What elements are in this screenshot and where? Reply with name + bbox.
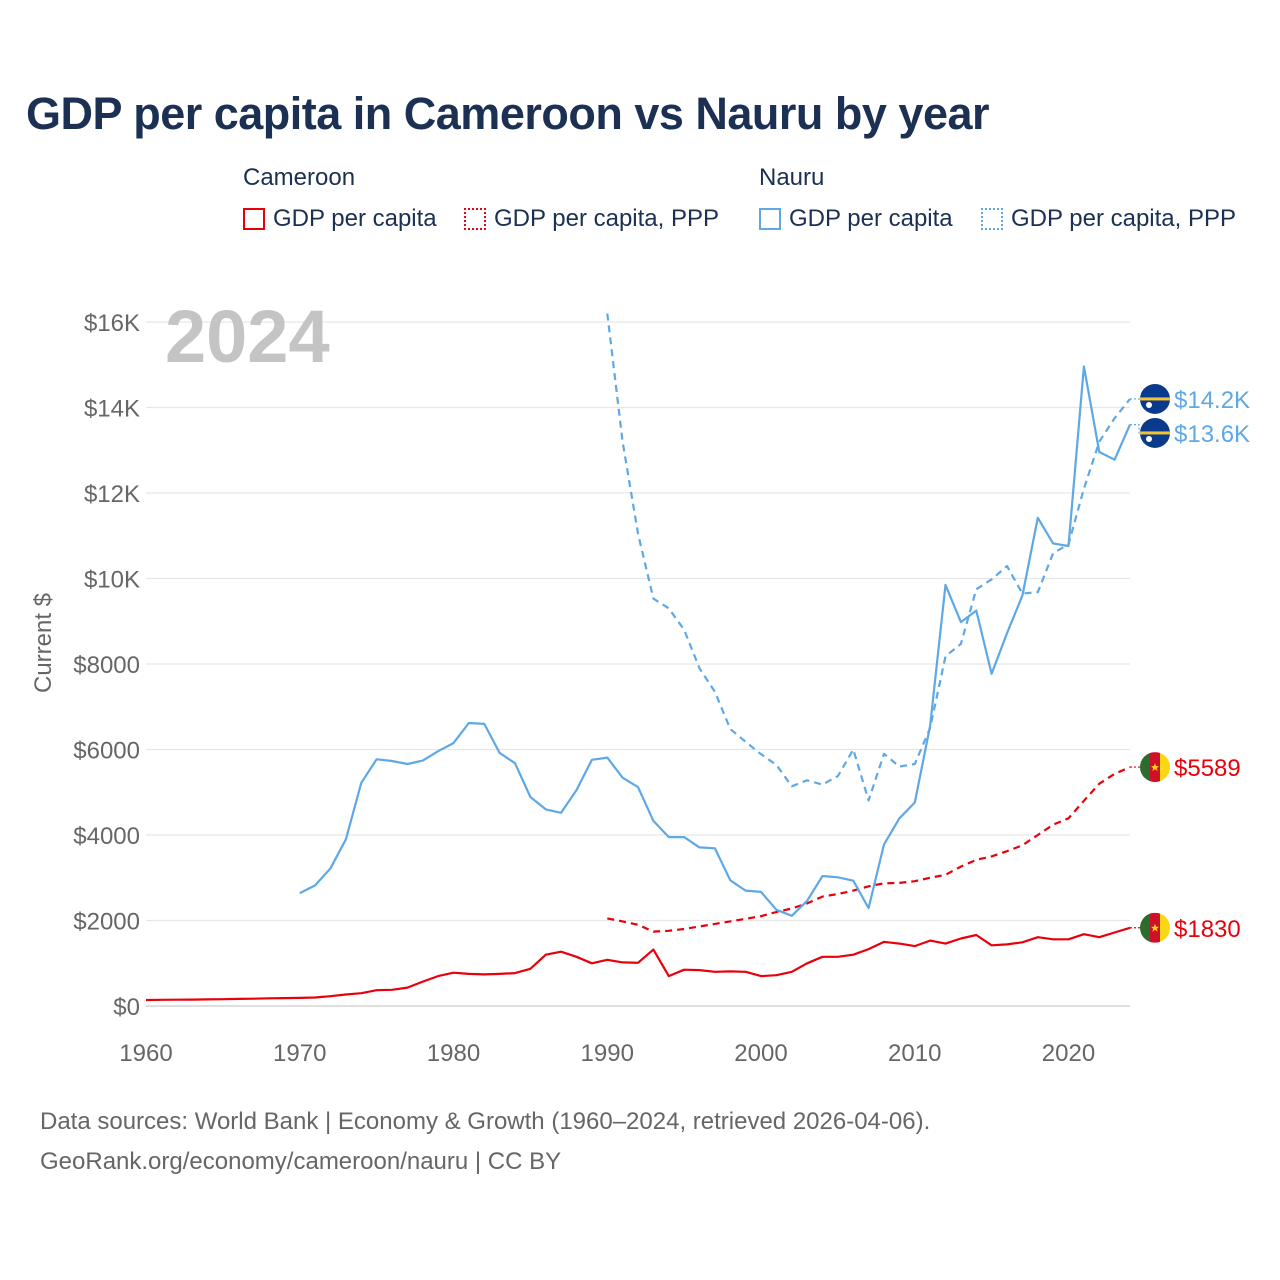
- y-tick-label: $0: [113, 994, 140, 1021]
- footer-credit[interactable]: GeoRank.org/economy/cameroon/nauru | CC …: [40, 1148, 562, 1175]
- y-tick-label: $8000: [73, 652, 140, 679]
- footer-sources: Data sources: World Bank | Economy & Gro…: [40, 1108, 931, 1135]
- y-tick-label: $12K: [84, 481, 140, 508]
- x-tick-label: 1990: [581, 1040, 634, 1067]
- cameroon-flag-icon: [1140, 752, 1170, 783]
- y-axis-label: Current $: [30, 593, 57, 693]
- legend-item-nauru-gdp[interactable]: GDP per capita: [759, 205, 953, 233]
- legend-group-cameroon: Cameroon: [243, 164, 356, 191]
- leader-line: [1130, 424, 1141, 434]
- x-tick-label: 1970: [273, 1040, 326, 1067]
- x-tick-label: 1980: [427, 1040, 480, 1067]
- legend-label: GDP per capita, PPP: [494, 205, 719, 232]
- y-tick-label: $14K: [84, 396, 140, 423]
- legend-label: GDP per capita, PPP: [1011, 205, 1236, 232]
- x-tick-label: 2010: [888, 1040, 941, 1067]
- y-tick-label: $10K: [84, 567, 140, 594]
- end-value-label: $14.2K: [1174, 387, 1250, 414]
- series-line-1: [607, 766, 1131, 933]
- legend-item-nauru-gdp-ppp[interactable]: GDP per capita, PPP: [981, 205, 1236, 233]
- end-value-label: $13.6K: [1174, 421, 1250, 448]
- x-tick-label: 2020: [1042, 1040, 1095, 1067]
- legend-swatch-dotted-red: [464, 208, 486, 230]
- legend-group-nauru: Nauru: [759, 164, 825, 191]
- y-tick-label: $4000: [73, 823, 140, 850]
- series-line-2: [299, 365, 1132, 917]
- end-value-label: $5589: [1174, 755, 1241, 782]
- legend-item-cameroon-gdp[interactable]: GDP per capita: [243, 205, 437, 233]
- cameroon-flag-icon: [1140, 912, 1170, 943]
- nauru-flag-icon: [1140, 383, 1170, 414]
- legend-item-cameroon-gdp-ppp[interactable]: GDP per capita, PPP: [464, 205, 719, 233]
- y-tick-label: $16K: [84, 310, 140, 337]
- x-tick-label: 1960: [119, 1040, 172, 1067]
- series-line-3: [606, 313, 1131, 802]
- end-value-label: $1830: [1174, 916, 1241, 943]
- legend-swatch-solid-red: [243, 208, 265, 230]
- chart-title: GDP per capita in Cameroon vs Nauru by y…: [26, 88, 990, 139]
- year-label: 2024: [165, 295, 330, 378]
- y-tick-label: $2000: [73, 909, 140, 936]
- legend-label: GDP per capita: [789, 205, 953, 232]
- legend-label: GDP per capita: [273, 205, 437, 232]
- legend-swatch-dotted-blue: [981, 208, 1003, 230]
- nauru-flag-icon: [1140, 417, 1170, 448]
- series-line-0: [145, 926, 1131, 1002]
- x-tick-label: 2000: [734, 1040, 787, 1067]
- y-tick-label: $6000: [73, 738, 140, 765]
- legend-swatch-solid-blue: [759, 208, 781, 230]
